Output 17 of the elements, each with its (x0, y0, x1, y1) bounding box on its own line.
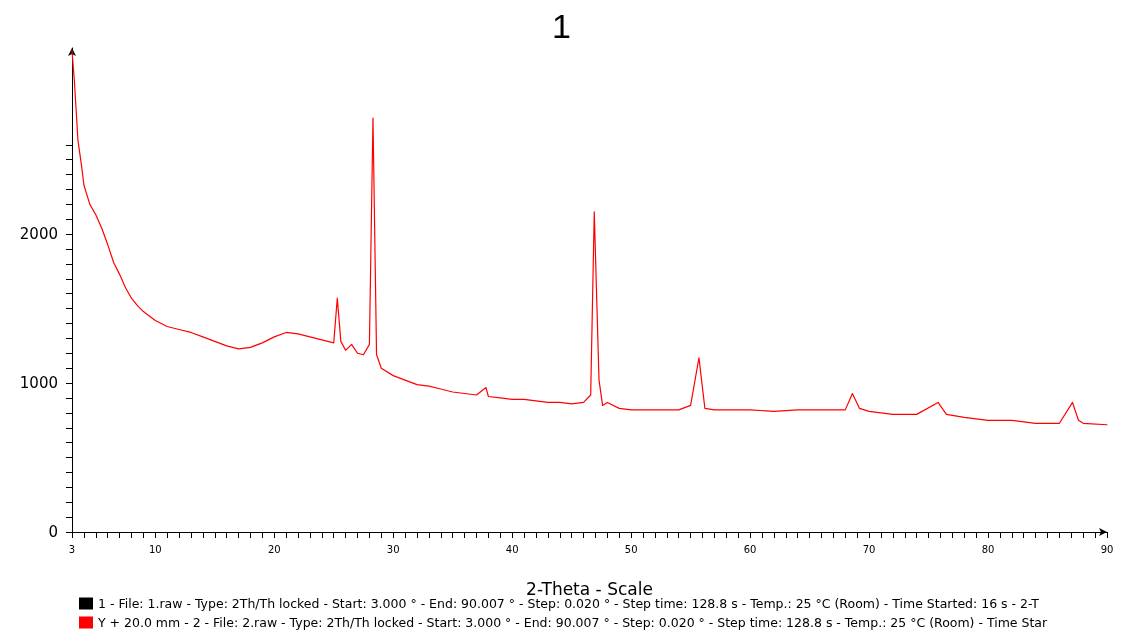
chart-title: 1 (552, 7, 571, 45)
y-tick-label: 1000 (19, 374, 58, 393)
x-tick-label: 70 (862, 543, 876, 555)
x-tick-label: 40 (505, 543, 519, 555)
x-axis-title: 2-Theta - Scale (526, 578, 653, 599)
y-tick-label: 0 (48, 523, 58, 541)
x-tick-label: 30 (386, 543, 400, 555)
x-tick-label: 10 (148, 543, 162, 555)
legend-label: 1 - File: 1.raw - Type: 2Th/Th locked - Start: 3.000 ° - End: 90.007 ° - Step: 0.020 ° - Step time: 128.8 s - Temp.: 25 °C (Room) - Time Started: 16 s - 2-T (98, 596, 1040, 611)
x-tick-label: 60 (743, 543, 757, 555)
x-tick-label: 50 (624, 543, 638, 555)
x-tick-label: 90 (1100, 543, 1114, 555)
x-tick-label: 3 (68, 543, 76, 555)
y-tick-label: 2000 (19, 225, 58, 244)
x-tick-label: 20 (267, 543, 281, 555)
x-tick-label: 80 (981, 543, 995, 555)
legend-label: Y + 20.0 mm - 2 - File: 2.raw - Type: 2Th/Th locked - Start: 3.000 ° - End: 90.007 ° - Step: 0.020 ° - Step time: 128.8 s - Temp.: 25 °C (Room) - Time Star (97, 615, 1049, 630)
